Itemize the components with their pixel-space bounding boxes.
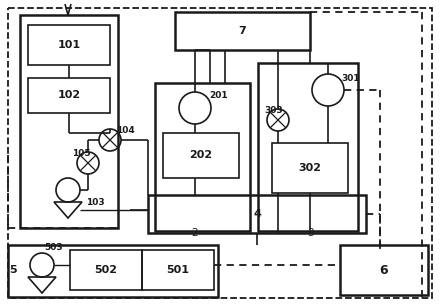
Bar (8, 245, 218, 297)
Bar (163, 133, 239, 178)
Text: 102: 102 (58, 90, 81, 100)
Text: 101: 101 (58, 40, 81, 50)
Text: 502: 502 (94, 265, 117, 275)
Bar (155, 83, 250, 231)
Bar (28, 25, 110, 65)
Text: 105: 105 (72, 149, 91, 157)
Bar (28, 78, 110, 113)
Bar (70, 250, 142, 290)
Bar (258, 63, 358, 231)
Text: 6: 6 (380, 263, 389, 277)
Bar (175, 12, 310, 50)
Text: 5: 5 (9, 265, 17, 275)
Text: 2: 2 (192, 228, 198, 238)
Text: 104: 104 (116, 126, 135, 134)
Bar (148, 195, 366, 233)
Bar (20, 15, 118, 228)
Text: 3: 3 (307, 228, 313, 238)
Text: 302: 302 (299, 163, 322, 173)
Bar (340, 245, 428, 295)
Text: 202: 202 (190, 150, 213, 160)
Text: 201: 201 (209, 91, 228, 99)
Text: 503: 503 (44, 243, 62, 251)
Bar (272, 143, 348, 193)
Bar (142, 250, 214, 290)
Text: 501: 501 (167, 265, 190, 275)
Text: 103: 103 (86, 197, 105, 207)
Text: 4: 4 (253, 209, 261, 219)
Text: 7: 7 (238, 26, 246, 36)
Text: 301: 301 (341, 73, 360, 83)
Text: 303: 303 (264, 106, 283, 115)
